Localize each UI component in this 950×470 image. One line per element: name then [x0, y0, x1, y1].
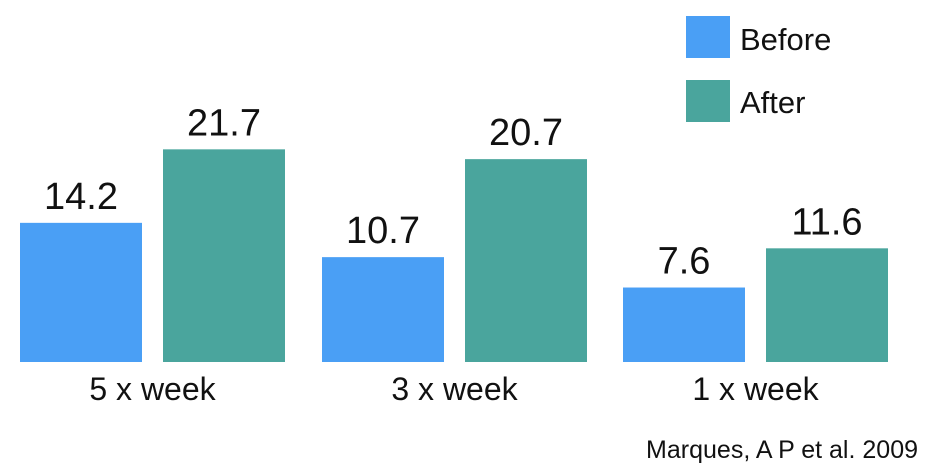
legend-label-after: After	[740, 85, 805, 120]
value-label-before-1: 14.2	[44, 176, 118, 218]
legend-label-before: Before	[740, 22, 831, 57]
legend-swatch-after	[686, 80, 730, 122]
legend-swatch-before	[686, 16, 730, 58]
category-label-3: 1 x week	[692, 371, 819, 407]
bars-layer	[20, 149, 888, 362]
bar-after-3	[766, 248, 888, 362]
category-labels-layer: 5 x week 3 x week 1 x week	[89, 371, 819, 407]
value-label-after-2: 20.7	[489, 112, 563, 154]
bar-after-2	[465, 159, 587, 362]
value-labels-layer: 14.2 21.7 10.7 20.7 7.6 11.6	[44, 102, 863, 282]
source-citation: Marques, A P et al. 2009	[646, 436, 918, 464]
value-label-before-2: 10.7	[346, 210, 420, 252]
value-label-after-3: 11.6	[791, 201, 862, 243]
bar-after-1	[163, 149, 285, 362]
bar-before-1	[20, 222, 142, 362]
category-label-2: 3 x week	[391, 371, 518, 407]
category-label-1: 5 x week	[89, 371, 216, 407]
value-label-before-3: 7.6	[658, 241, 711, 283]
bar-before-2	[322, 257, 444, 362]
legend: Before After	[686, 16, 831, 122]
value-label-after-1: 21.7	[187, 102, 261, 144]
bar-before-3	[623, 287, 745, 362]
